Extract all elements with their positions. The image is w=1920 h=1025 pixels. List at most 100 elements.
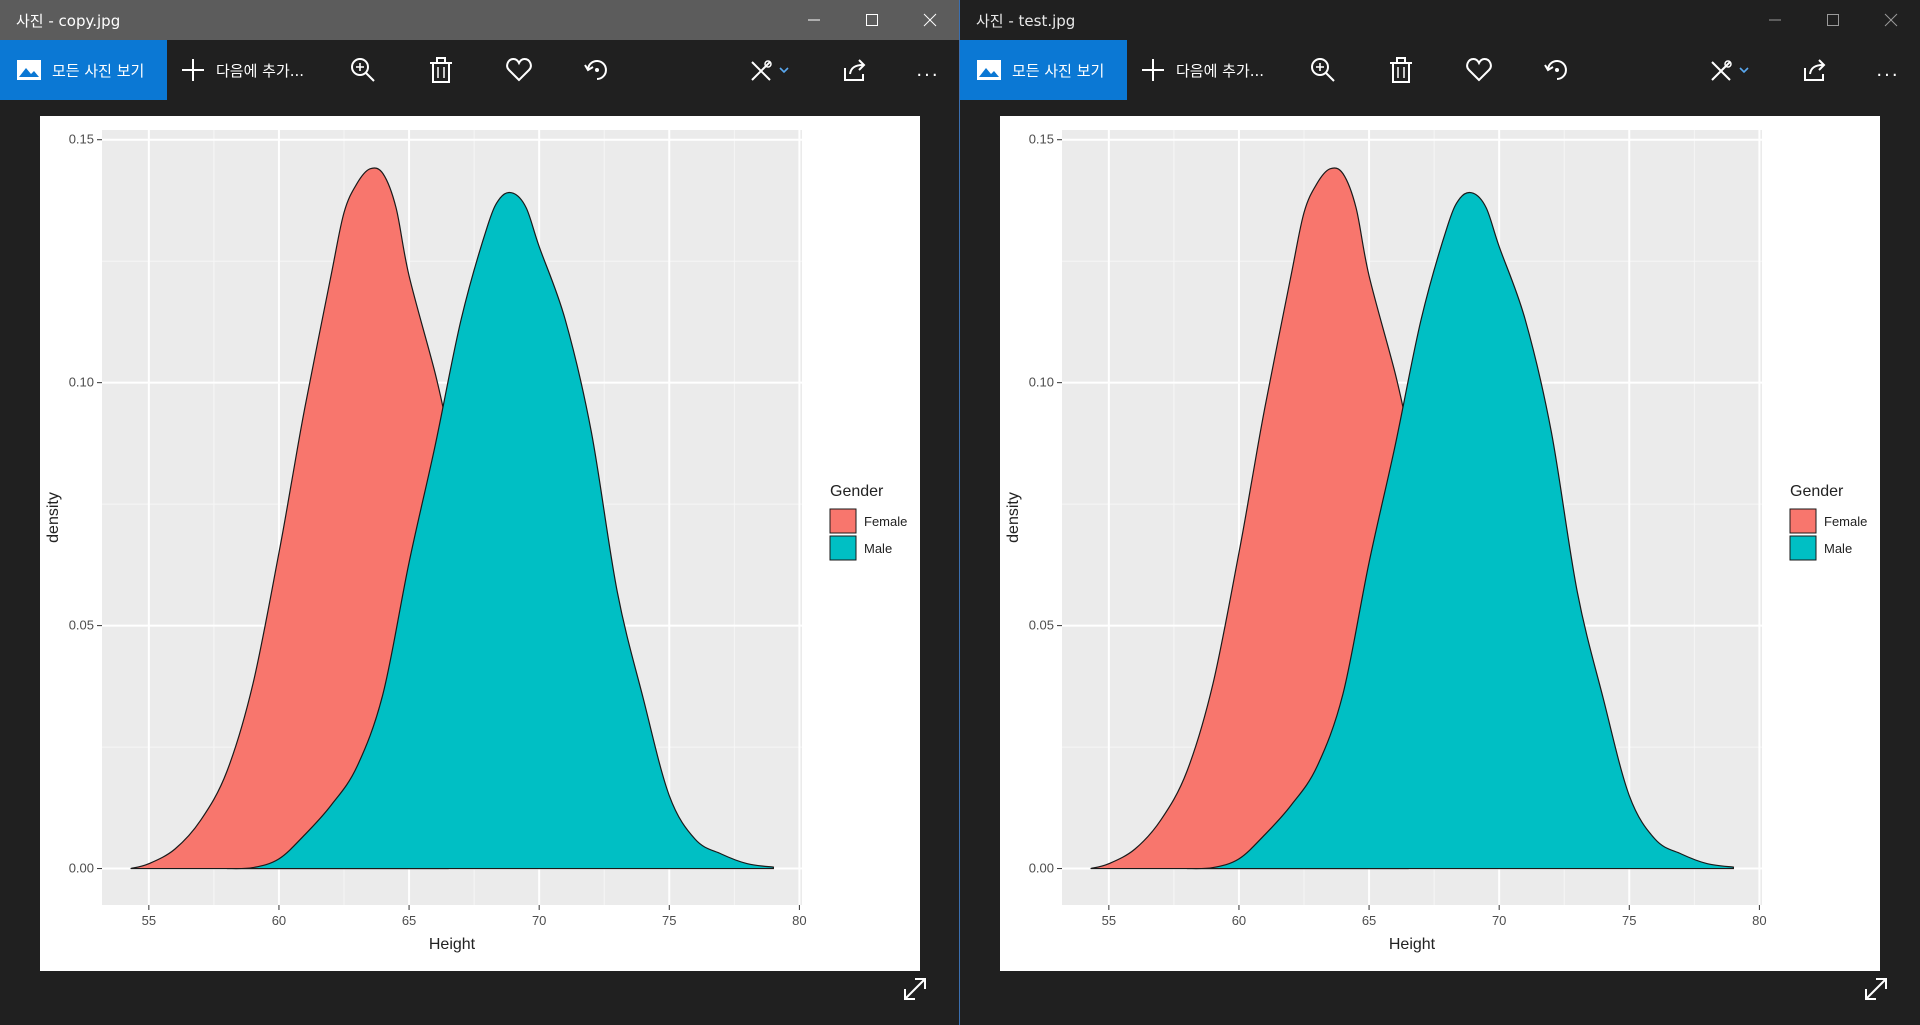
x-axis-title: Height	[429, 936, 476, 953]
window-title: 사진 - test.jpg	[976, 11, 1076, 30]
x-tick-label: 55	[1102, 913, 1116, 928]
photos-icon	[17, 60, 41, 80]
zoom-in-icon	[351, 58, 375, 82]
rotate-button[interactable]	[1539, 52, 1575, 88]
view-all-photos-label: 모든 사진 보기	[1012, 61, 1105, 80]
minimize-button[interactable]	[1746, 0, 1804, 40]
app-toolbar: 모든 사진 보기 다음에 추가... ...	[960, 40, 1920, 100]
more-options-button[interactable]: ...	[1870, 52, 1906, 88]
delete-button[interactable]	[1383, 52, 1419, 88]
x-tick-label: 75	[662, 913, 676, 928]
edit-create-button[interactable]	[1704, 52, 1754, 88]
maximize-icon	[1827, 14, 1839, 26]
app-toolbar: 모든 사진 보기 다음에 추가... ...	[0, 40, 959, 100]
title-bar[interactable]: 사진 - copy.jpg	[0, 0, 959, 40]
share-button[interactable]	[837, 52, 873, 88]
density-chart: 55 60 65 70 75 80 0.00 0.05 0.10 0.15 Height densit…	[1005, 130, 1867, 953]
zoom-in-icon	[1311, 58, 1335, 82]
edit-draw-icon	[751, 60, 772, 81]
view-all-photos-button[interactable]: 모든 사진 보기	[960, 40, 1127, 100]
window-controls	[1746, 0, 1920, 40]
legend-title: Gender	[830, 483, 884, 500]
density-chart: 55 60 65 70 75 80 0.00 0.05 0.10 0.15 Height densit…	[45, 130, 907, 953]
close-button[interactable]	[901, 0, 959, 40]
window-title: 사진 - copy.jpg	[16, 11, 121, 30]
add-to-label: 다음에 추가...	[216, 61, 305, 80]
x-tick-label: 80	[1752, 913, 1766, 928]
expand-icon	[904, 978, 926, 1000]
more-options-button[interactable]: ...	[910, 52, 946, 88]
photos-window-right: 사진 - test.jpg 모든 사진 보기 다음에 추가...	[960, 0, 1920, 1025]
x-tick-label: 80	[792, 913, 806, 928]
y-axis-title: density	[45, 492, 62, 543]
chevron-down-icon	[1739, 67, 1749, 74]
minimize-icon	[808, 19, 820, 21]
heart-icon	[506, 57, 532, 82]
favorite-button[interactable]	[501, 52, 537, 88]
y-tick-label: 0.10	[1029, 375, 1054, 390]
window-controls	[785, 0, 959, 40]
photos-window-left: 사진 - copy.jpg 모든 사진 보기 다음에 추가...	[0, 0, 960, 1025]
favorite-button[interactable]	[1461, 52, 1497, 88]
more-options-label: ...	[916, 59, 940, 81]
minimize-button[interactable]	[785, 0, 843, 40]
x-tick-label: 55	[142, 913, 156, 928]
x-tick-label: 65	[1362, 913, 1376, 928]
x-tick-label: 60	[272, 913, 286, 928]
y-tick-label: 0.00	[1029, 861, 1054, 876]
x-tick-label: 65	[402, 913, 416, 928]
close-button[interactable]	[1862, 0, 1920, 40]
edit-draw-icon	[1711, 60, 1732, 81]
photos-icon	[977, 60, 1001, 80]
legend-key-female	[829, 508, 857, 534]
plus-icon	[182, 59, 204, 81]
add-to-button[interactable]: 다음에 추가...	[1140, 40, 1264, 100]
share-icon	[1804, 59, 1826, 81]
trash-icon	[1390, 57, 1412, 83]
chevron-down-icon	[779, 67, 789, 74]
y-tick-label: 0.15	[69, 132, 94, 147]
density-area-male	[1186, 191, 1734, 870]
full-screen-button[interactable]	[901, 975, 929, 1003]
legend-key-male	[1789, 535, 1817, 561]
full-screen-button[interactable]	[1862, 975, 1890, 1003]
y-tick-label: 0.05	[1029, 618, 1054, 633]
heart-icon	[1466, 57, 1492, 82]
zoom-button[interactable]	[345, 52, 381, 88]
add-to-label: 다음에 추가...	[1176, 61, 1265, 80]
y-tick-label: 0.10	[69, 375, 94, 390]
y-tick-label: 0.00	[69, 861, 94, 876]
title-bar[interactable]: 사진 - test.jpg	[960, 0, 1920, 40]
y-tick-label: 0.05	[69, 618, 94, 633]
share-button[interactable]	[1797, 52, 1833, 88]
y-tick-label: 0.15	[1029, 132, 1054, 147]
legend-label: Male	[864, 541, 892, 556]
photo-viewer-image: 55 60 65 70 75 80 0.00 0.05 0.10 0.15 Height densit…	[1000, 116, 1880, 971]
close-icon	[923, 13, 937, 27]
x-tick-label: 75	[1622, 913, 1636, 928]
zoom-button[interactable]	[1305, 52, 1341, 88]
view-all-photos-button[interactable]: 모든 사진 보기	[0, 40, 167, 100]
density-area-female	[130, 167, 449, 870]
rotate-icon	[584, 60, 607, 80]
rotate-icon	[1544, 60, 1567, 80]
add-to-button[interactable]: 다음에 추가...	[180, 40, 304, 100]
legend-title: Gender	[1790, 483, 1844, 500]
maximize-button[interactable]	[843, 0, 901, 40]
close-icon	[1884, 13, 1898, 27]
legend-label: Female	[1824, 514, 1867, 529]
x-axis-title: Height	[1389, 936, 1436, 953]
x-tick-label: 60	[1232, 913, 1246, 928]
legend-label: Male	[1824, 541, 1852, 556]
legend-label: Female	[864, 514, 907, 529]
photo-viewer-image: 55 60 65 70 75 80 0.00 0.05 0.10 0.15 Height densit…	[40, 116, 920, 971]
maximize-button[interactable]	[1804, 0, 1862, 40]
expand-icon	[1865, 978, 1887, 1000]
density-area-male	[226, 191, 774, 870]
rotate-button[interactable]	[579, 52, 615, 88]
minimize-icon	[1769, 19, 1781, 21]
density-area-female	[1090, 167, 1409, 870]
edit-create-button[interactable]	[744, 52, 794, 88]
x-tick-label: 70	[1492, 913, 1506, 928]
delete-button[interactable]	[423, 52, 459, 88]
